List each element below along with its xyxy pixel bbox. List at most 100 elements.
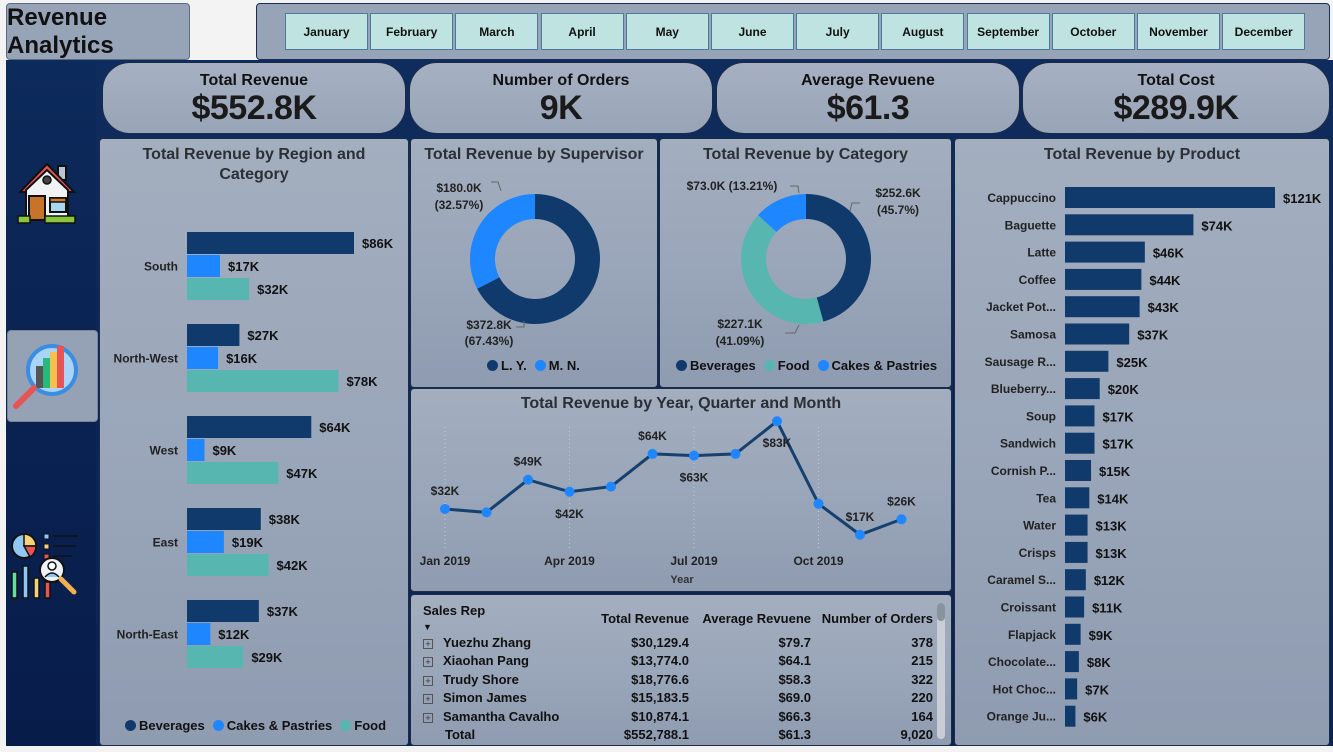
chart-title: Total Revenue by Year, Quarter and Month xyxy=(520,395,842,412)
legend-label: Food xyxy=(354,718,387,733)
supervisor-chart[interactable]: Total Revenue by Supervisor $180.0K (32.5… xyxy=(410,138,658,388)
legend-dot xyxy=(212,720,224,731)
bar xyxy=(1065,514,1088,536)
category-label: Hot Choc... xyxy=(993,682,1056,696)
month-button-october[interactable]: October xyxy=(1051,13,1135,50)
data-label: $14K xyxy=(1097,491,1129,506)
data-label: $26K xyxy=(887,494,916,508)
kpi-label: Average Revuene xyxy=(801,72,935,89)
sales-rep-name: Yuezhu Zhang xyxy=(443,634,532,650)
data-label: $43K xyxy=(1148,300,1180,315)
category-label: Water xyxy=(1023,519,1056,533)
data-label: $17K xyxy=(228,259,260,274)
expand-icon[interactable]: + xyxy=(423,712,433,723)
product-chart[interactable]: Total Revenue by Product Cappuccino $121K… xyxy=(954,138,1330,746)
bar xyxy=(1065,241,1145,263)
table-total-row: Total $552,788.1 $61.3 9,020 xyxy=(419,726,937,745)
revenue-trend-chart[interactable]: Total Revenue by Year, Quarter and Month… xyxy=(410,388,952,592)
expand-icon[interactable]: + xyxy=(423,638,433,649)
month-button-april[interactable]: April xyxy=(540,13,624,50)
legend-dot xyxy=(534,360,546,371)
sales-rep-name: Simon James xyxy=(443,690,527,706)
category-label: Latte xyxy=(1027,246,1056,260)
category-chart[interactable]: Total Revenue by Category $73.0K (13.21%… xyxy=(659,138,952,388)
category-label: North-East xyxy=(117,628,178,642)
month-button-june[interactable]: June xyxy=(711,13,794,50)
data-label: (32.57%) xyxy=(435,198,484,212)
month-button-july[interactable]: July xyxy=(796,13,880,50)
legend-item-cakes[interactable]: Cakes & Pastries xyxy=(212,718,332,733)
data-label: $17K xyxy=(846,510,875,524)
column-header-number-of-orders[interactable]: Number of Orders xyxy=(821,610,933,626)
month-button-march[interactable]: March xyxy=(455,13,539,50)
table-cell: $58.3 xyxy=(778,671,811,687)
data-label: $180.0K xyxy=(436,181,482,195)
expand-icon[interactable]: + xyxy=(423,675,433,686)
month-button-december[interactable]: December xyxy=(1222,13,1306,50)
data-label: $38K xyxy=(269,512,301,527)
legend-item-mn[interactable]: M. N. xyxy=(534,358,580,373)
month-button-january[interactable]: January xyxy=(285,13,368,50)
month-button-november[interactable]: November xyxy=(1137,13,1220,50)
column-header-sales-rep[interactable]: Sales Rep ▼ xyxy=(419,603,589,633)
data-label: $7K xyxy=(1085,682,1109,697)
kpi-value: 9K xyxy=(539,89,583,127)
data-label: $17K xyxy=(1103,409,1135,424)
bar xyxy=(1065,623,1081,645)
column-header-total-revenue[interactable]: Total Revenue xyxy=(601,610,689,626)
month-button-may[interactable]: May xyxy=(625,13,709,50)
expand-icon[interactable]: + xyxy=(423,657,433,668)
month-button-february[interactable]: February xyxy=(370,13,454,50)
bar xyxy=(1065,651,1079,673)
table-row[interactable]: + Samantha Cavalho $10,874.1 $66.3 164 xyxy=(419,707,937,726)
home-icon[interactable] xyxy=(12,158,82,226)
table-header-row: Sales Rep ▼ Total Revenue Average Revuene… xyxy=(419,603,937,633)
legend-item-food[interactable]: Food xyxy=(763,358,810,373)
total-cell: 9,020 xyxy=(900,727,933,743)
region-chart-svg: South $86K $17K $32K North-West $27K $16K $78K W… xyxy=(114,232,394,668)
report-icon[interactable] xyxy=(10,530,80,600)
legend-label: Food xyxy=(777,358,810,373)
table-row[interactable]: + Xiaohan Pang $13,774.0 $64.1 215 xyxy=(419,652,937,671)
legend-dot xyxy=(817,360,829,371)
month-button-september[interactable]: September xyxy=(966,13,1050,50)
data-label: $13K xyxy=(1096,546,1128,561)
month-button-august[interactable]: August xyxy=(881,13,965,50)
analytics-icon[interactable] xyxy=(10,340,82,412)
legend-item-food[interactable]: Food xyxy=(340,718,386,733)
data-label: $9K xyxy=(1089,628,1113,643)
expand-icon[interactable]: + xyxy=(423,694,433,705)
category-label: Chocolate... xyxy=(988,655,1056,669)
bar xyxy=(187,646,244,668)
data-label: $83K xyxy=(763,436,792,450)
legend-label: Beverages xyxy=(139,718,205,733)
bar xyxy=(1065,487,1090,509)
data-label: $42K xyxy=(555,507,584,521)
page-title-text: Revenue Analytics xyxy=(7,3,114,59)
category-donut-svg: $73.0K (13.21%) $252.6K (45.7%) $227.1K (41.… xyxy=(687,179,921,348)
scrollbar-thumb[interactable] xyxy=(937,603,945,621)
sort-desc-icon[interactable]: ▼ xyxy=(423,622,432,632)
region-category-chart[interactable]: Total Revenue by Region and Category Sou… xyxy=(99,138,409,746)
data-point xyxy=(689,450,699,461)
column-header-average-revenue[interactable]: Average Revuene xyxy=(702,610,811,626)
table-row[interactable]: + Simon James $15,183.5 $69.0 220 xyxy=(419,689,937,708)
kpi-average-revenue: Average Revuene $61.3 xyxy=(716,62,1020,134)
bar xyxy=(1065,296,1140,318)
table-row[interactable]: + Trudy Shore $18,776.6 $58.3 322 xyxy=(419,670,937,689)
sales-rep-table: Sales Rep ▼ Total Revenue Average Revuene… xyxy=(410,594,952,746)
bar xyxy=(1065,541,1088,563)
legend-item-cakes[interactable]: Cakes & Pastries xyxy=(817,358,937,373)
bar xyxy=(187,278,250,300)
legend-item-ly[interactable]: L. Y. xyxy=(487,358,527,373)
chart-title: Total Revenue by Region and Category xyxy=(142,146,366,183)
data-label: $13K xyxy=(1096,519,1128,534)
table-scrollbar[interactable] xyxy=(937,603,945,739)
data-label: $44K xyxy=(1149,273,1181,288)
kpi-number-of-orders: Number of Orders 9K xyxy=(409,62,713,134)
legend-item-beverages[interactable]: Beverages xyxy=(125,718,205,733)
table-row[interactable]: + Yuezhu Zhang $30,129.4 $79.7 378 xyxy=(419,633,937,652)
sales-rep-cell: + Simon James xyxy=(419,689,589,708)
bar xyxy=(1065,678,1078,700)
legend-item-beverages[interactable]: Beverages xyxy=(676,358,756,373)
